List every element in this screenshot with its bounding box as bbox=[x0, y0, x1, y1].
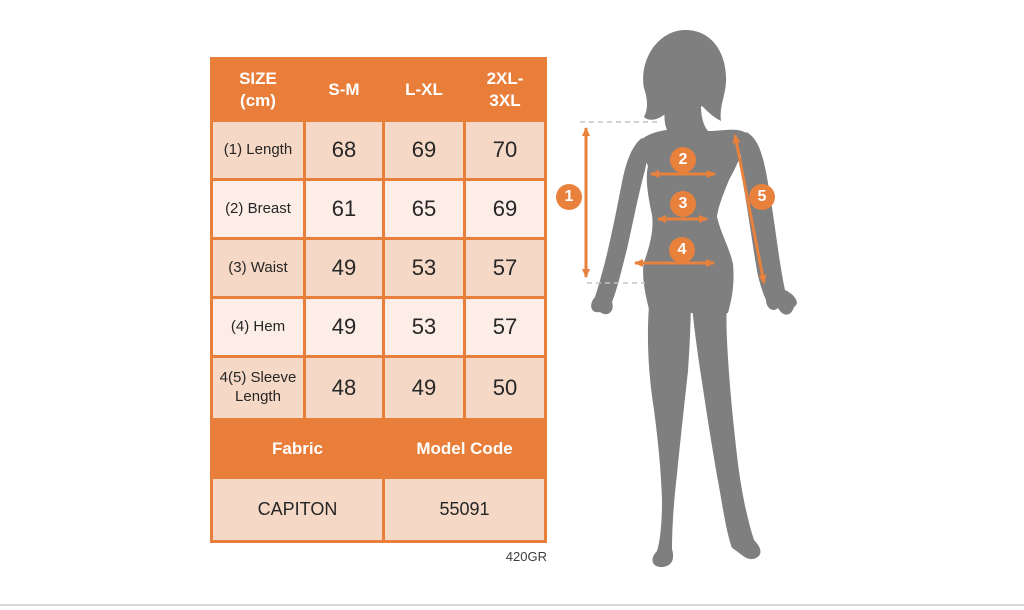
measure-point-5: 5 bbox=[749, 184, 775, 210]
measure-point-4: 4 bbox=[669, 237, 695, 263]
silhouette-left-leg bbox=[647, 295, 691, 568]
fabric-value: CAPITON bbox=[213, 479, 385, 540]
table-header-row: SIZE (cm) S-M L-XL 2XL- 3XL bbox=[213, 60, 544, 122]
silhouette-right-arm bbox=[740, 132, 797, 315]
value-cell: 70 bbox=[466, 122, 544, 181]
bottom-divider bbox=[0, 604, 1024, 606]
table-row-hem: (4) Hem 49 53 57 bbox=[213, 299, 544, 358]
silhouette-head bbox=[643, 29, 727, 121]
model-code-value: 55091 bbox=[385, 479, 544, 540]
column-header-lxl: L-XL bbox=[385, 60, 466, 122]
value-cell: 65 bbox=[385, 181, 466, 240]
fabric-value-row: CAPITON 55091 bbox=[213, 479, 544, 540]
value-cell: 48 bbox=[306, 358, 385, 421]
row-label-sleeve-length: 4(5) Sleeve Length bbox=[213, 358, 306, 421]
row-label-breast: (2) Breast bbox=[213, 181, 306, 240]
value-cell: 57 bbox=[466, 299, 544, 358]
table-row-waist: (3) Waist 49 53 57 bbox=[213, 240, 544, 299]
fabric-header-row: Fabric Model Code bbox=[213, 421, 544, 479]
table-row-sleeve-length: 4(5) Sleeve Length 48 49 50 bbox=[213, 358, 544, 421]
column-header-sm: S-M bbox=[306, 60, 385, 122]
column-header-2xl3xl: 2XL- 3XL bbox=[466, 60, 544, 122]
fabric-header: Fabric bbox=[213, 421, 385, 479]
value-cell: 69 bbox=[466, 181, 544, 240]
weight-note: 420GR bbox=[505, 549, 547, 564]
value-cell: 57 bbox=[466, 240, 544, 299]
value-cell: 49 bbox=[385, 358, 466, 421]
row-label-waist: (3) Waist bbox=[213, 240, 306, 299]
value-cell: 49 bbox=[306, 299, 385, 358]
value-cell: 68 bbox=[306, 122, 385, 181]
measure-point-2: 2 bbox=[670, 147, 696, 173]
size-chart-table: SIZE (cm) S-M L-XL 2XL- 3XL (1) Length 6… bbox=[210, 57, 547, 543]
silhouette-right-leg bbox=[691, 295, 761, 560]
value-cell: 53 bbox=[385, 240, 466, 299]
sleeve-arrow-5 bbox=[732, 134, 767, 284]
woman-silhouette bbox=[591, 29, 797, 568]
table-row-breast: (2) Breast 61 65 69 bbox=[213, 181, 544, 240]
value-cell: 49 bbox=[306, 240, 385, 299]
size-unit-header: SIZE (cm) bbox=[213, 60, 306, 122]
measure-point-1: 1 bbox=[556, 184, 582, 210]
value-cell: 69 bbox=[385, 122, 466, 181]
measurement-figure: 1 2 3 4 5 bbox=[555, 20, 835, 590]
model-code-header: Model Code bbox=[385, 421, 544, 479]
table-row-length: (1) Length 68 69 70 bbox=[213, 122, 544, 181]
value-cell: 61 bbox=[306, 181, 385, 240]
silhouette-left-arm bbox=[591, 138, 647, 315]
value-cell: 50 bbox=[466, 358, 544, 421]
measure-point-3: 3 bbox=[670, 191, 696, 217]
value-cell: 53 bbox=[385, 299, 466, 358]
row-label-hem: (4) Hem bbox=[213, 299, 306, 358]
row-label-length: (1) Length bbox=[213, 122, 306, 181]
